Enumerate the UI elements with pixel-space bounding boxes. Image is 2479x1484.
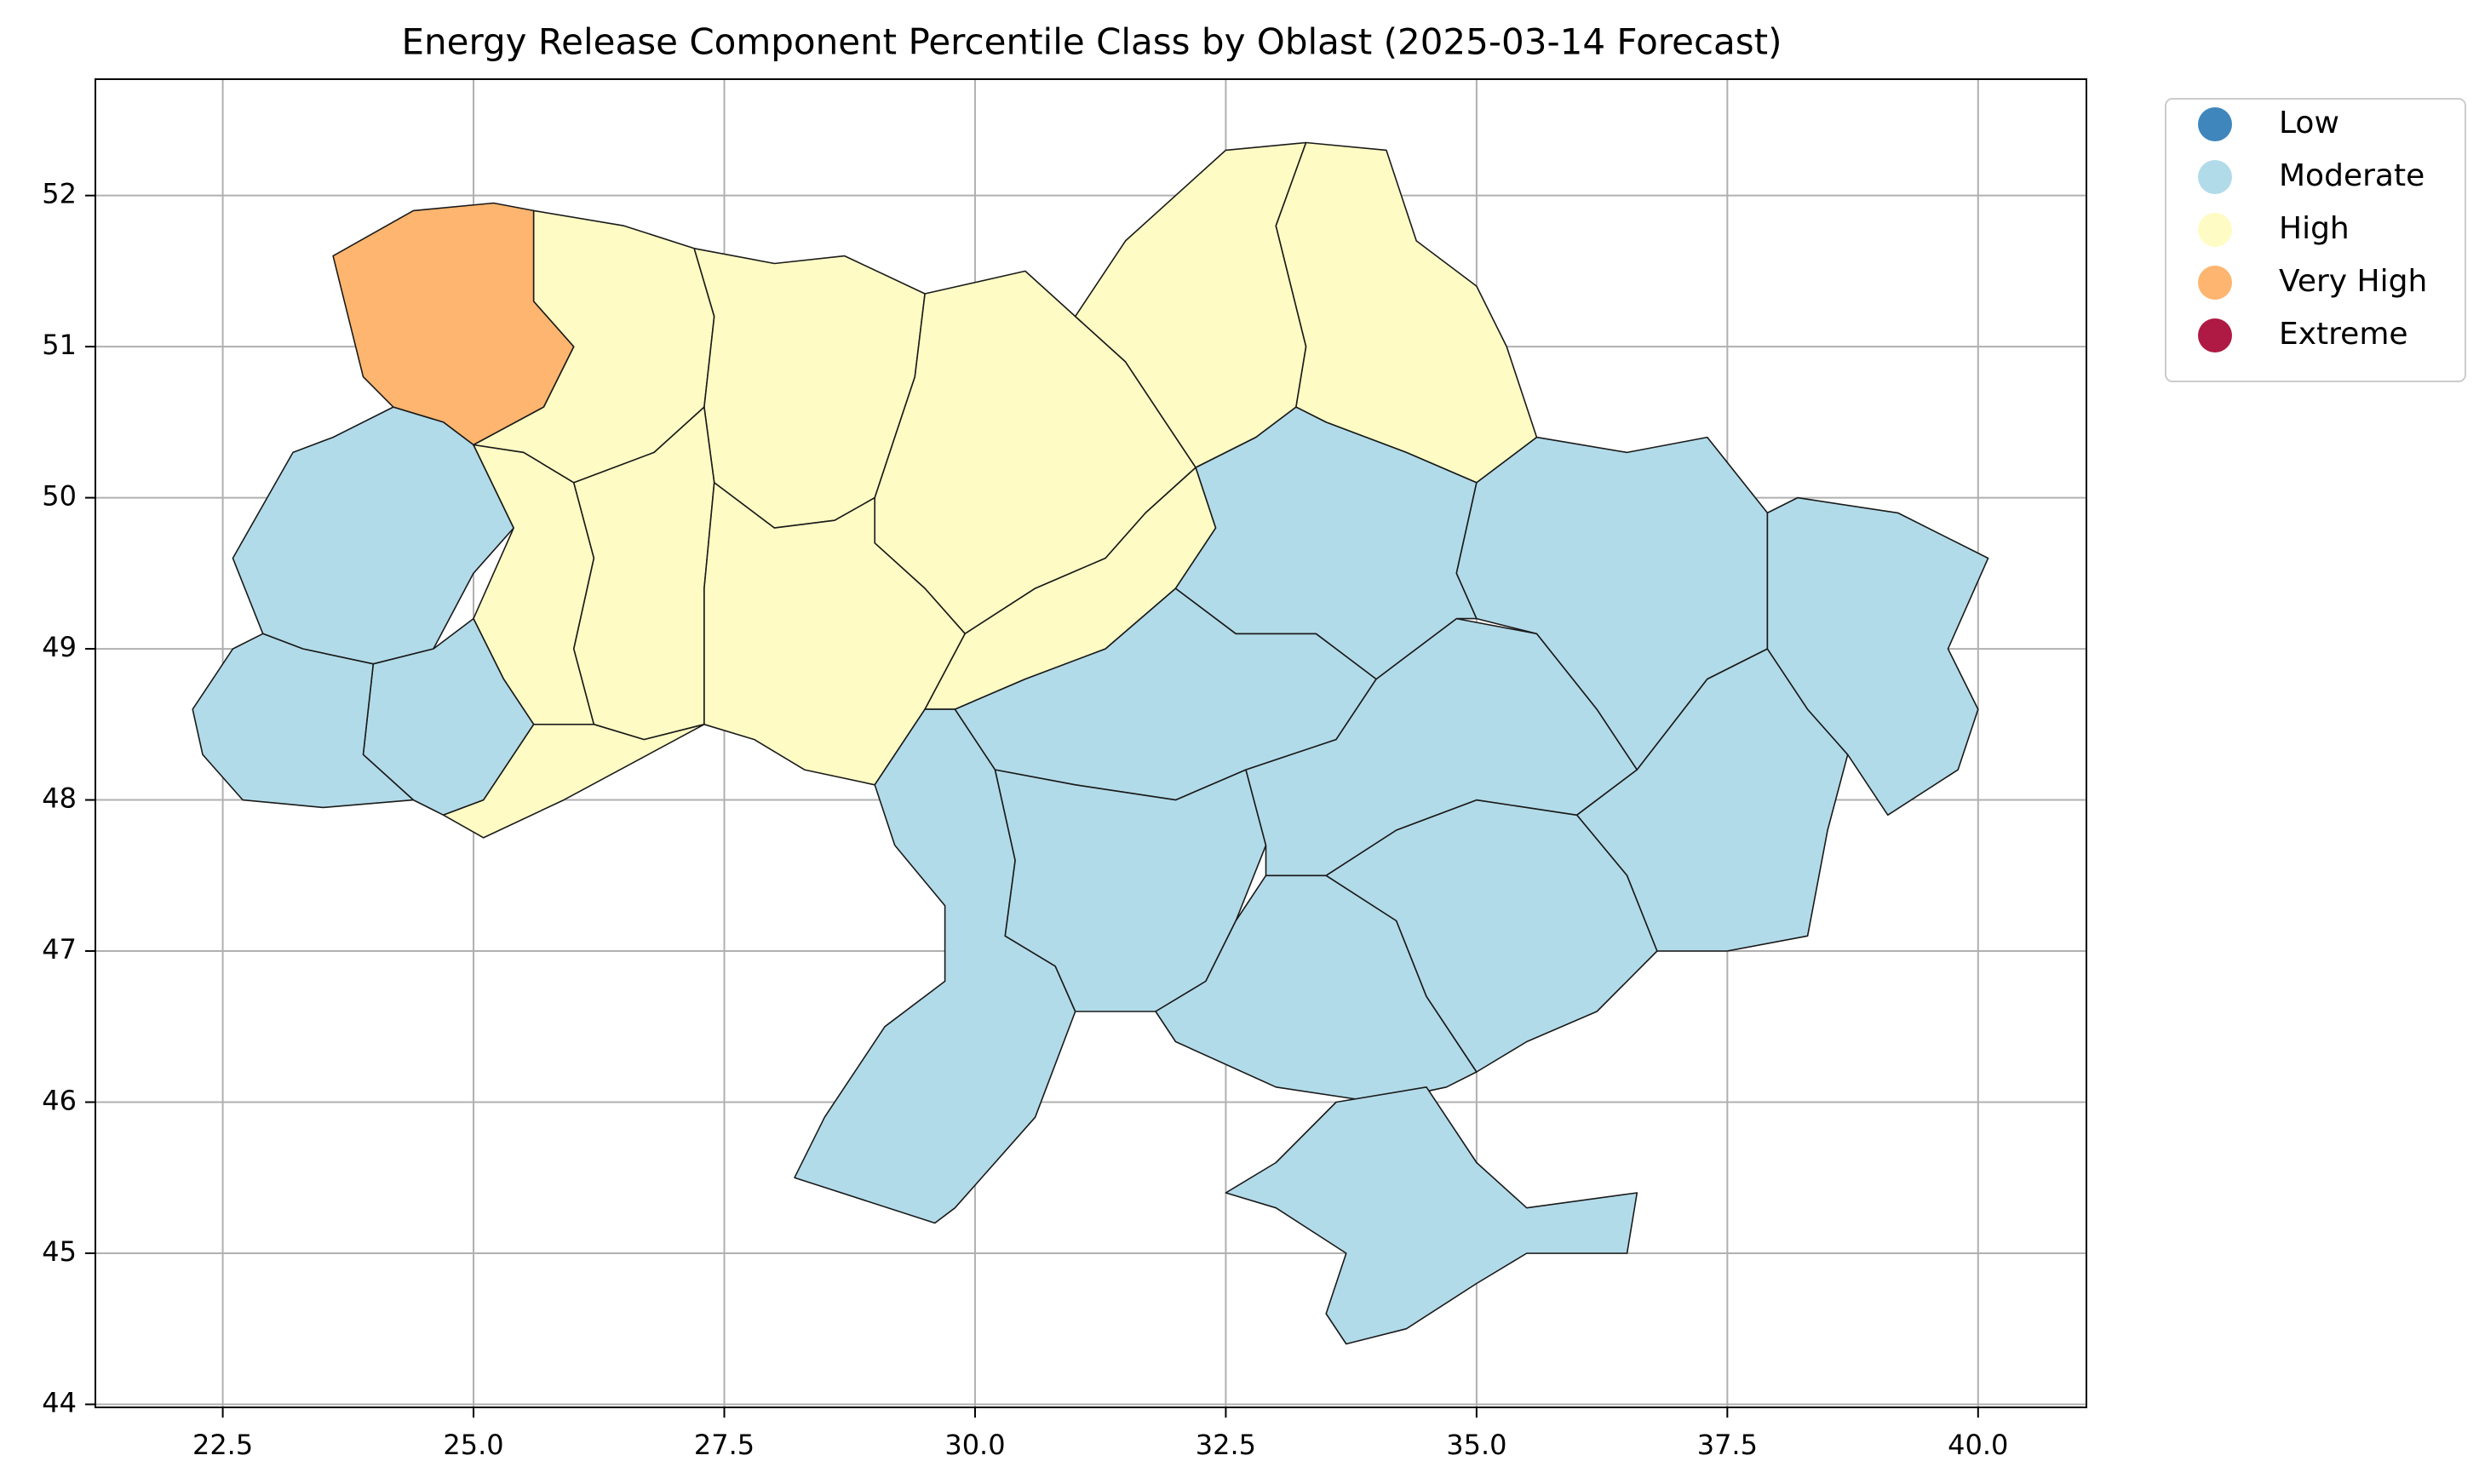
y-tick-label: 50 — [42, 480, 77, 513]
x-tick-label: 37.5 — [1697, 1429, 1758, 1461]
legend-label: Low — [2279, 106, 2339, 140]
y-tick-label: 44 — [42, 1386, 77, 1418]
axes-frame — [95, 78, 2087, 1408]
legend-label: Very High — [2279, 264, 2427, 299]
legend-label: Extreme — [2279, 317, 2408, 352]
region — [1225, 1086, 1638, 1345]
legend-marker — [2198, 266, 2232, 300]
legend-marker — [2198, 318, 2232, 352]
legend-marker — [2198, 107, 2232, 141]
y-tick-label: 51 — [42, 329, 77, 361]
x-tick-label: 32.5 — [1196, 1429, 1256, 1461]
region — [1766, 496, 1989, 816]
x-tick-label: 30.0 — [944, 1429, 1005, 1461]
region — [192, 633, 415, 809]
y-tick-label: 49 — [42, 631, 77, 663]
legend-label: High — [2279, 211, 2350, 246]
legend-marker — [2198, 213, 2232, 247]
y-tick-label: 52 — [42, 178, 77, 210]
x-tick-label: 35.0 — [1446, 1429, 1506, 1461]
y-tick-label: 46 — [42, 1085, 77, 1117]
x-tick-label: 40.0 — [1948, 1429, 2008, 1461]
legend-label: Moderate — [2279, 158, 2424, 193]
legend-marker — [2198, 160, 2232, 194]
x-tick-label: 27.5 — [694, 1429, 755, 1461]
y-tick-label: 48 — [42, 782, 77, 815]
x-tick-label: 25.0 — [443, 1429, 503, 1461]
x-tick-label: 22.5 — [192, 1429, 253, 1461]
chart-title: Energy Release Component Percentile Clas… — [401, 21, 1782, 63]
y-tick-label: 47 — [42, 933, 77, 965]
legend-box — [2165, 98, 2466, 382]
y-tick-label: 45 — [42, 1235, 77, 1268]
region — [442, 723, 705, 839]
